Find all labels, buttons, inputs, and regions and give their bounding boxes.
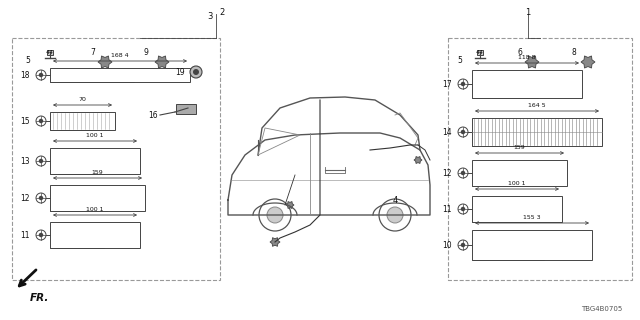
Bar: [472, 118, 602, 146]
Text: 10: 10: [442, 241, 452, 250]
Circle shape: [39, 119, 44, 123]
Text: 159: 159: [92, 170, 104, 175]
Text: 2: 2: [220, 8, 225, 17]
Bar: [448, 38, 632, 280]
Text: TBG4B0705: TBG4B0705: [580, 306, 622, 312]
Circle shape: [461, 171, 465, 175]
Circle shape: [39, 73, 44, 77]
Polygon shape: [270, 238, 280, 246]
Polygon shape: [525, 56, 539, 68]
Bar: [472, 196, 562, 222]
Text: 5: 5: [25, 55, 30, 65]
Circle shape: [461, 130, 465, 134]
Polygon shape: [155, 56, 169, 68]
Circle shape: [193, 69, 199, 75]
Text: 118 8: 118 8: [518, 55, 536, 60]
Circle shape: [461, 243, 465, 247]
Bar: [47, 50, 53, 55]
Circle shape: [39, 196, 44, 200]
Text: 12: 12: [20, 194, 30, 203]
Circle shape: [39, 233, 44, 237]
Text: 18: 18: [20, 70, 30, 79]
Bar: [50, 112, 115, 130]
Bar: [472, 70, 582, 98]
Text: 5: 5: [457, 55, 462, 65]
Text: 70: 70: [79, 97, 86, 102]
Text: 17: 17: [442, 79, 452, 89]
Polygon shape: [581, 56, 595, 68]
Text: 168 4: 168 4: [111, 53, 129, 58]
Circle shape: [461, 82, 465, 86]
Circle shape: [190, 66, 202, 78]
Polygon shape: [286, 202, 294, 208]
Text: 13: 13: [20, 156, 30, 165]
Circle shape: [461, 207, 465, 211]
Text: 4: 4: [392, 196, 397, 204]
Circle shape: [387, 207, 403, 223]
Text: 12: 12: [442, 169, 452, 178]
Bar: [50, 185, 145, 211]
Text: 6: 6: [517, 47, 522, 57]
Text: 11: 11: [442, 204, 452, 213]
Text: 100 1: 100 1: [508, 181, 525, 186]
Circle shape: [267, 207, 283, 223]
Text: 8: 8: [572, 47, 576, 57]
Text: 11: 11: [20, 230, 30, 239]
Bar: [176, 104, 196, 114]
Text: 16: 16: [148, 110, 158, 119]
Bar: [50, 68, 190, 82]
Bar: [50, 222, 140, 248]
Text: 1: 1: [525, 8, 531, 17]
Text: 155 3: 155 3: [523, 215, 541, 220]
Text: 159: 159: [514, 145, 525, 150]
Text: 44: 44: [476, 50, 484, 55]
Polygon shape: [414, 156, 422, 164]
Polygon shape: [98, 56, 112, 68]
Text: FR.: FR.: [30, 293, 49, 303]
Bar: [50, 148, 140, 174]
Bar: [472, 230, 592, 260]
Text: 164 5: 164 5: [528, 103, 546, 108]
Circle shape: [39, 159, 44, 163]
Text: 9: 9: [143, 47, 148, 57]
Text: 44: 44: [46, 50, 54, 55]
Text: 7: 7: [90, 47, 95, 57]
Bar: [12, 38, 220, 280]
Text: 14: 14: [442, 127, 452, 137]
Text: 19: 19: [175, 68, 185, 76]
Text: 100 1: 100 1: [86, 207, 104, 212]
Text: 100 1: 100 1: [86, 133, 104, 138]
Bar: [472, 160, 567, 186]
Bar: [477, 50, 483, 55]
Text: 15: 15: [20, 116, 30, 125]
Text: 3: 3: [207, 12, 212, 21]
